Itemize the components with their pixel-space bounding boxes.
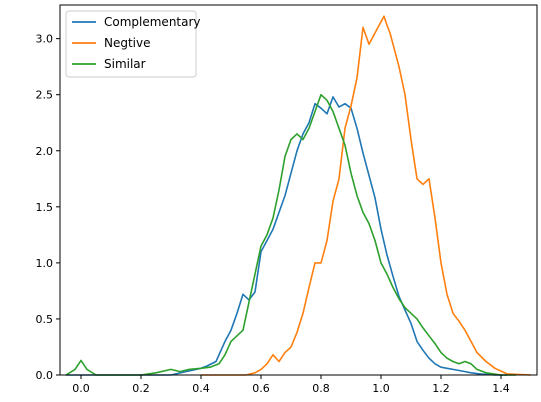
- legend-label-similar: Similar: [104, 57, 146, 71]
- y-tick-label: 2.5: [36, 89, 54, 102]
- legend-box: [65, 10, 197, 78]
- x-tick-label: 0.8: [312, 382, 330, 395]
- y-tick-label: 1.0: [36, 257, 54, 270]
- x-tick-label: 0.0: [72, 382, 90, 395]
- y-tick-label: 3.0: [36, 33, 54, 46]
- series-line-similar: [65, 93, 516, 376]
- y-tick-label: 0.0: [36, 369, 54, 382]
- y-tick-label: 2.0: [36, 145, 54, 158]
- plot-area-frame: [59, 4, 538, 376]
- legend-label-complementary: Complementary: [104, 15, 201, 29]
- x-tick-label: 0.4: [192, 382, 210, 395]
- y-tick-label: 1.5: [36, 201, 54, 214]
- series-line-negtive: [201, 15, 532, 376]
- series-lines: [65, 15, 532, 376]
- x-tick-label: 0.2: [132, 382, 150, 395]
- x-tick-label: 1.0: [372, 382, 390, 395]
- x-tick-label: 1.2: [432, 382, 450, 395]
- y-axis: 0.0 0.5 1.0 1.5 2.0 2.5 3.0: [36, 33, 60, 382]
- x-tick-label: 1.4: [492, 382, 510, 395]
- legend: Complementary Negtive Similar: [65, 10, 201, 78]
- x-axis: 0.0 0.2 0.4 0.6 0.8 1.0 1.2 1.4: [72, 375, 510, 395]
- x-tick-label: 0.6: [252, 382, 270, 395]
- y-tick-label: 0.5: [36, 313, 54, 326]
- series-line-complementary: [66, 96, 507, 376]
- legend-label-negtive: Negtive: [104, 36, 151, 50]
